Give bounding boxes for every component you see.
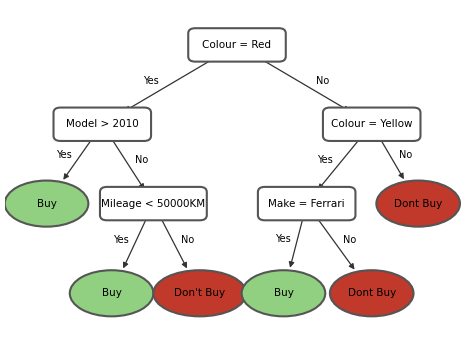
- Text: Dont Buy: Dont Buy: [394, 199, 442, 209]
- FancyBboxPatch shape: [323, 108, 420, 141]
- Text: Model > 2010: Model > 2010: [66, 119, 139, 129]
- FancyBboxPatch shape: [54, 108, 151, 141]
- Text: Yes: Yes: [275, 234, 291, 244]
- FancyBboxPatch shape: [188, 28, 286, 62]
- Ellipse shape: [242, 270, 325, 316]
- Text: No: No: [343, 235, 356, 245]
- Text: Dont Buy: Dont Buy: [347, 288, 396, 298]
- Ellipse shape: [154, 270, 246, 316]
- FancyBboxPatch shape: [258, 187, 356, 220]
- Text: Yes: Yes: [56, 151, 72, 161]
- Ellipse shape: [330, 270, 413, 316]
- Text: Yes: Yes: [318, 156, 333, 165]
- Text: No: No: [135, 156, 148, 165]
- Text: Buy: Buy: [36, 199, 56, 209]
- Text: Make = Ferrari: Make = Ferrari: [268, 199, 345, 209]
- FancyBboxPatch shape: [100, 187, 207, 220]
- Text: Buy: Buy: [101, 288, 121, 298]
- Text: Buy: Buy: [273, 288, 293, 298]
- Text: Yes: Yes: [143, 76, 159, 86]
- Text: No: No: [399, 150, 412, 160]
- Ellipse shape: [70, 270, 154, 316]
- Ellipse shape: [5, 181, 88, 227]
- Text: Yes: Yes: [113, 234, 129, 245]
- Text: No: No: [181, 234, 194, 245]
- Text: Colour = Yellow: Colour = Yellow: [331, 119, 412, 129]
- Text: Don't Buy: Don't Buy: [174, 288, 226, 298]
- Text: Mileage < 50000KM: Mileage < 50000KM: [101, 199, 205, 209]
- Text: Colour = Red: Colour = Red: [202, 40, 272, 50]
- Ellipse shape: [376, 181, 460, 227]
- Text: No: No: [316, 76, 329, 86]
